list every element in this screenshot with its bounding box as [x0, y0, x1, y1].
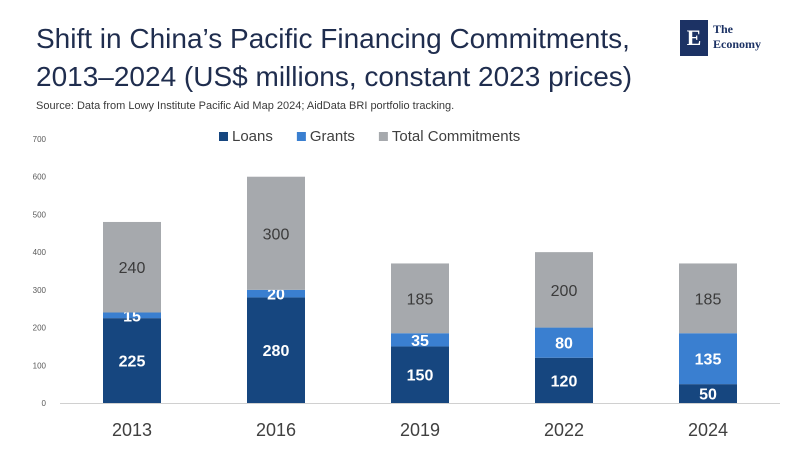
bar-segment-loans — [103, 318, 161, 403]
data-label: 20 — [267, 287, 285, 304]
data-label: 240 — [119, 260, 146, 277]
data-label: 120 — [551, 373, 578, 390]
bar-segment-total-commitments — [535, 252, 593, 328]
bar-segment-total-commitments — [103, 221, 161, 313]
bar-segment-total-commitments — [679, 263, 737, 334]
y-tick-label: 200 — [33, 324, 47, 333]
source-note: Source: Data from Lowy Institute Pacific… — [36, 100, 455, 112]
chart-title-line-2: 2013–2024 (US$ millions, constant 2023 p… — [36, 61, 633, 92]
legend-swatch-2 — [296, 132, 306, 141]
data-label: 185 — [695, 291, 722, 308]
legend-label-3: Total Commitments — [392, 128, 520, 145]
bar-segment-loans — [679, 384, 737, 403]
y-tick-label: 500 — [33, 210, 47, 219]
bar-segment-total-commitments — [391, 263, 449, 334]
bar-segment-grants — [103, 312, 161, 319]
bar-segment-grants — [535, 327, 593, 358]
data-label: 300 — [263, 226, 290, 243]
data-label: 15 — [123, 308, 141, 325]
chart-title-line-1: Shift in China’s Pacific Financing Commi… — [36, 23, 630, 54]
y-tick-label: 300 — [33, 286, 47, 295]
chart-title: Shift in China’s Pacific Financing Commi… — [36, 20, 676, 96]
bar-segment-loans — [247, 297, 305, 403]
x-tick-label: 2024 — [688, 420, 728, 440]
data-label: 200 — [551, 283, 578, 300]
bar-segment-loans — [391, 346, 449, 403]
brand-logo: E The Economy — [680, 20, 790, 60]
data-label: 225 — [119, 354, 146, 371]
legend-swatch-1 — [219, 132, 228, 141]
data-label: 150 — [407, 368, 434, 385]
data-label: 35 — [411, 333, 429, 350]
brand-mark-icon: E — [680, 20, 708, 56]
y-tick-label: 100 — [33, 361, 47, 370]
y-tick-label: 0 — [42, 399, 47, 408]
y-tick-label: 600 — [33, 173, 47, 182]
bar-segment-loans — [535, 357, 593, 403]
data-label: 50 — [699, 387, 717, 404]
data-label: 80 — [555, 336, 573, 353]
y-tick-label: 700 — [33, 135, 47, 144]
brand-wordmark: The Economy — [713, 22, 761, 52]
brand-wordmark-line-2: Economy — [713, 37, 761, 51]
data-label: 135 — [695, 352, 722, 369]
bar-segment-total-commitments — [247, 176, 305, 290]
bar-segment-grants — [679, 333, 737, 385]
bar-segment-grants — [247, 289, 305, 298]
y-tick-label: 400 — [33, 248, 47, 257]
brand-wordmark-line-1: The — [713, 22, 734, 36]
legend-swatch-3 — [378, 132, 388, 141]
x-tick-label: 2019 — [400, 420, 440, 440]
bar-segment-grants — [391, 333, 449, 347]
x-tick-label: 2013 — [112, 420, 152, 440]
data-label: 280 — [263, 343, 290, 360]
legend-label-2: Grants — [310, 128, 355, 145]
data-label: 185 — [407, 291, 434, 308]
x-tick-label: 2022 — [544, 420, 584, 440]
x-tick-label: 2016 — [256, 420, 296, 440]
legend-label-1: Loans — [232, 128, 273, 145]
